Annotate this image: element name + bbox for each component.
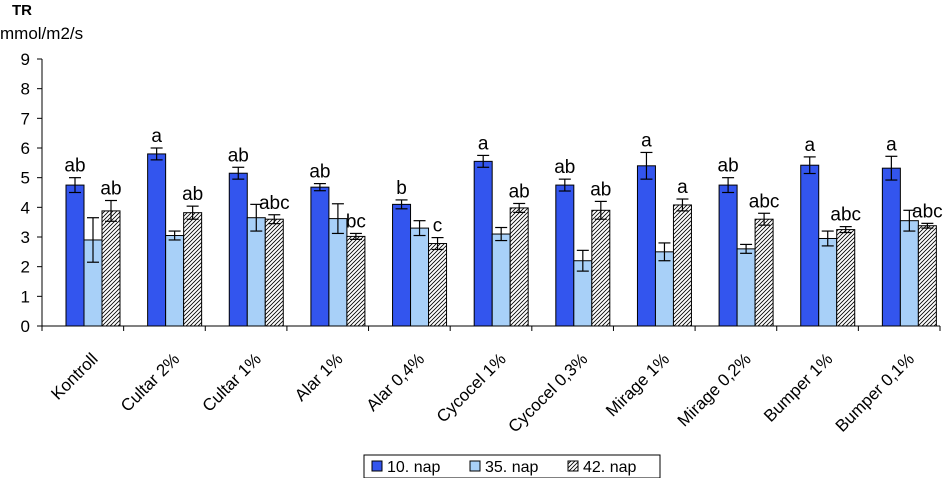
y-tick-label: 0 [21, 317, 30, 336]
bar [836, 229, 856, 327]
y-axis-label: mmol/m2/s [0, 24, 83, 43]
y-tick-label: 1 [21, 287, 30, 306]
x-tick-label: Cultar 1% [199, 349, 265, 415]
significance-label: ab [309, 162, 330, 183]
bar [818, 237, 838, 327]
bar [165, 235, 185, 327]
y-tick-label: 5 [21, 169, 30, 188]
y-tick-label: 3 [21, 228, 30, 247]
y-tick-label: 2 [21, 258, 30, 277]
legend-swatch [371, 460, 383, 472]
bar [65, 184, 85, 327]
bar [754, 218, 774, 327]
bar [654, 251, 674, 327]
significance-label: a [151, 126, 162, 147]
y-tick-label: 4 [21, 198, 30, 217]
bar [509, 207, 529, 327]
bar [917, 225, 937, 327]
significance-label: b [396, 178, 407, 199]
bar [346, 235, 366, 327]
significance-label: ab [100, 179, 121, 200]
bar [101, 210, 121, 327]
y-tick-label: 9 [21, 50, 30, 69]
bar [428, 243, 448, 327]
legend-swatch [567, 460, 579, 472]
legend-label: 42. nap [583, 459, 636, 476]
x-tick-label: Bumper 1% [760, 349, 836, 425]
significance-label: abc [259, 193, 290, 214]
x-tick-label: Cycocel 0,3% [505, 349, 592, 436]
bar [228, 172, 248, 327]
bar [147, 153, 167, 327]
legend-label: 10. nap [387, 459, 440, 476]
significance-label: a [886, 134, 897, 155]
bar [328, 218, 348, 327]
bar [392, 203, 412, 327]
significance-label: ab [509, 181, 530, 202]
significance-label: a [641, 130, 652, 151]
chart-title: TR [12, 2, 32, 19]
significance-label: a [478, 133, 489, 154]
legend-box [363, 454, 661, 478]
bar [672, 204, 692, 327]
significance-label: c [433, 216, 443, 237]
significance-label: ab [590, 179, 611, 200]
legend-swatch [469, 460, 481, 472]
significance-label: ab [554, 157, 575, 178]
x-tick-label: Alar 0,4% [363, 349, 429, 415]
legend: 10. nap 35. nap 42. nap [363, 454, 661, 478]
x-tick-label: Mirage 0,2% [674, 349, 755, 430]
bar [310, 186, 330, 327]
legend-label: 35. nap [485, 459, 538, 476]
bar [491, 233, 511, 327]
significance-label: ab [182, 184, 203, 205]
significance-label: ab [718, 156, 739, 177]
bar [246, 217, 266, 327]
significance-label: a [677, 177, 688, 198]
significance-label: abc [830, 205, 861, 226]
bar [899, 220, 919, 327]
significance-label: ab [228, 145, 249, 166]
y-tick-label: 7 [21, 109, 30, 128]
bar [591, 209, 611, 327]
bar [410, 227, 430, 327]
significance-label: bc [346, 211, 366, 232]
x-tick-label: Mirage 1% [602, 349, 673, 420]
bar [264, 218, 284, 327]
x-tick-label: Cultar 2% [117, 349, 183, 415]
x-tick-label: Cycocel 1% [433, 349, 510, 426]
bar [183, 212, 203, 327]
bar [636, 165, 656, 327]
y-tick-label: 8 [21, 80, 30, 99]
significance-label: ab [64, 156, 85, 177]
bar [473, 160, 493, 327]
y-tick-label: 6 [21, 139, 30, 158]
x-tick-label: Kontroll [47, 349, 101, 403]
x-tick-label: Alar 1% [291, 349, 347, 405]
significance-label: abc [912, 201, 943, 222]
significance-label: abc [749, 191, 780, 212]
x-tick-label: Bumper 0,1% [832, 349, 918, 435]
bar [881, 167, 901, 327]
bar [800, 164, 820, 327]
bar [555, 184, 575, 327]
bar [736, 248, 756, 327]
significance-label: a [804, 135, 815, 156]
bar [718, 184, 738, 327]
